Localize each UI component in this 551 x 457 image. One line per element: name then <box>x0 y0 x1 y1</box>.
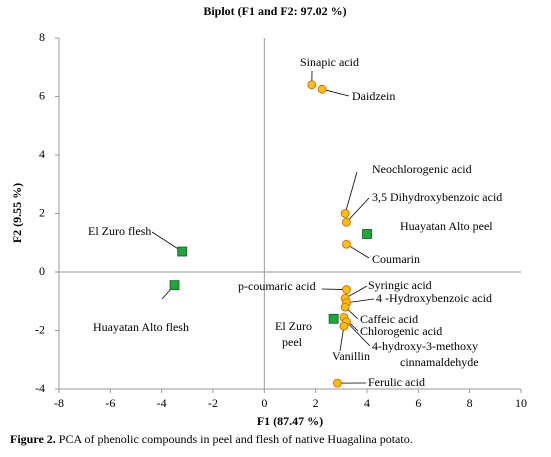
variable-point <box>342 217 351 227</box>
point-label: Syringic acid <box>368 278 432 292</box>
x-tick-label: 4 <box>364 396 370 410</box>
point-label: Caffeic acid <box>360 312 418 326</box>
x-tick-label: -6 <box>105 396 115 410</box>
point-label: El Zuro flesh <box>88 224 151 238</box>
caption: Figure 2. PCA of phenolic compounds in p… <box>10 432 413 446</box>
variable-point <box>342 285 351 294</box>
observation-point <box>177 246 188 257</box>
observation-point <box>328 313 339 324</box>
y-tick-label: 2 <box>39 205 45 219</box>
y-tick-label: -2 <box>35 322 45 336</box>
point-label: El Zuro <box>275 319 312 333</box>
leader-line <box>346 243 370 259</box>
y-tick-label: 4 <box>39 147 45 161</box>
y-tick-label: 6 <box>39 88 45 102</box>
point-label: cinnamaldehyde <box>400 355 479 369</box>
x-tick-label: 6 <box>415 396 421 410</box>
variable-point <box>317 84 327 94</box>
point-label: 4 -Hydroxybenzoic acid <box>376 291 492 305</box>
leader-line <box>321 88 350 97</box>
variable-point <box>340 209 350 218</box>
point-label: Neochlorogenic acid <box>372 162 472 176</box>
point-label: Chlorogenic acid <box>360 324 442 338</box>
variable-point <box>333 378 342 388</box>
y-tick-label: 8 <box>39 30 45 44</box>
x-tick-label: 2 <box>313 396 319 410</box>
leader-line <box>344 171 358 214</box>
point-label: Coumarin <box>372 252 420 266</box>
point-label: Daidzein <box>352 89 395 103</box>
x-axis-label: F1 (87.47 %) <box>257 414 323 428</box>
point-label: Ferulic acid <box>368 375 425 389</box>
caption-label: Figure 2. <box>10 432 56 446</box>
variable-point <box>340 302 350 312</box>
point-label: p-coumaric acid <box>238 279 316 293</box>
x-tick-label: -2 <box>208 396 218 410</box>
point-label: Huayatan Alto peel <box>400 219 493 233</box>
point-label: Huayatan Alto flesh <box>93 320 189 334</box>
x-tick-label: -4 <box>157 396 167 410</box>
leader-line <box>346 197 370 223</box>
observation-point <box>362 229 372 239</box>
point-label: 4-hydroxy-3-methoxy <box>372 339 478 353</box>
y-tick-label: -4 <box>35 381 45 395</box>
caption-text: PCA of phenolic compounds in peel and fl… <box>59 432 413 446</box>
variable-point <box>342 239 351 249</box>
leader-line <box>346 321 371 347</box>
variable-point <box>307 80 317 90</box>
variable-point <box>339 321 349 331</box>
y-tick-label: 0 <box>39 264 45 278</box>
point-label: Vanillin <box>332 349 370 363</box>
chart-title: Biplot (F1 and F2: 97.02 %) <box>203 4 346 18</box>
point-label: Sinapic acid <box>300 55 359 69</box>
x-tick-label: 8 <box>467 396 473 410</box>
leader-line <box>346 298 375 304</box>
x-tick-label: 0 <box>261 396 267 410</box>
leader-line <box>151 231 183 252</box>
x-tick-label: 10 <box>515 396 527 410</box>
point-label: 3,5 Dihydroxybenzoic acid <box>372 190 502 204</box>
y-axis-label: F2 (9.55 %) <box>10 183 24 243</box>
observation-point <box>169 280 180 291</box>
x-tick-label: -8 <box>54 396 64 410</box>
point-label: peel <box>282 335 303 349</box>
